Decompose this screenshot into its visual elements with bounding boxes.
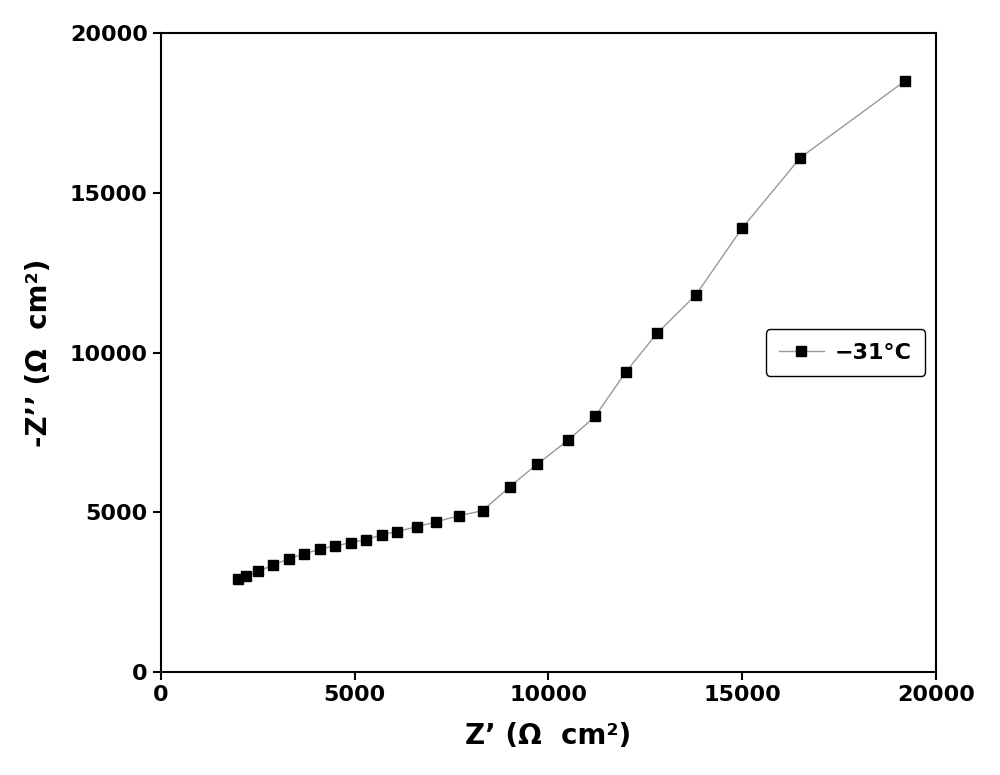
−31°C xyxy=(690,291,702,300)
−31°C xyxy=(899,76,911,85)
Line: −31°C: −31°C xyxy=(234,76,910,584)
−31°C xyxy=(531,460,543,469)
X-axis label: Z’ (Ω  cm²): Z’ (Ω cm²) xyxy=(465,722,632,750)
−31°C xyxy=(651,329,663,338)
−31°C xyxy=(391,527,403,536)
−31°C xyxy=(329,541,341,550)
−31°C xyxy=(430,517,442,526)
−31°C xyxy=(360,535,372,544)
Y-axis label: -Z’’ (Ω  cm²): -Z’’ (Ω cm²) xyxy=(25,258,53,446)
−31°C xyxy=(736,223,748,232)
−31°C xyxy=(376,530,388,539)
−31°C xyxy=(298,549,310,559)
−31°C xyxy=(252,567,264,576)
−31°C xyxy=(411,522,423,532)
−31°C xyxy=(794,153,806,162)
−31°C xyxy=(345,538,357,547)
−31°C xyxy=(283,554,295,563)
−31°C xyxy=(267,560,279,570)
−31°C xyxy=(314,545,326,554)
Legend: −31°C: −31°C xyxy=(766,329,925,376)
−31°C xyxy=(589,412,601,421)
−31°C xyxy=(620,367,632,377)
−31°C xyxy=(453,511,465,520)
−31°C xyxy=(240,572,252,581)
−31°C xyxy=(504,482,516,491)
−31°C xyxy=(562,436,574,445)
−31°C xyxy=(477,506,489,515)
−31°C xyxy=(232,575,244,584)
